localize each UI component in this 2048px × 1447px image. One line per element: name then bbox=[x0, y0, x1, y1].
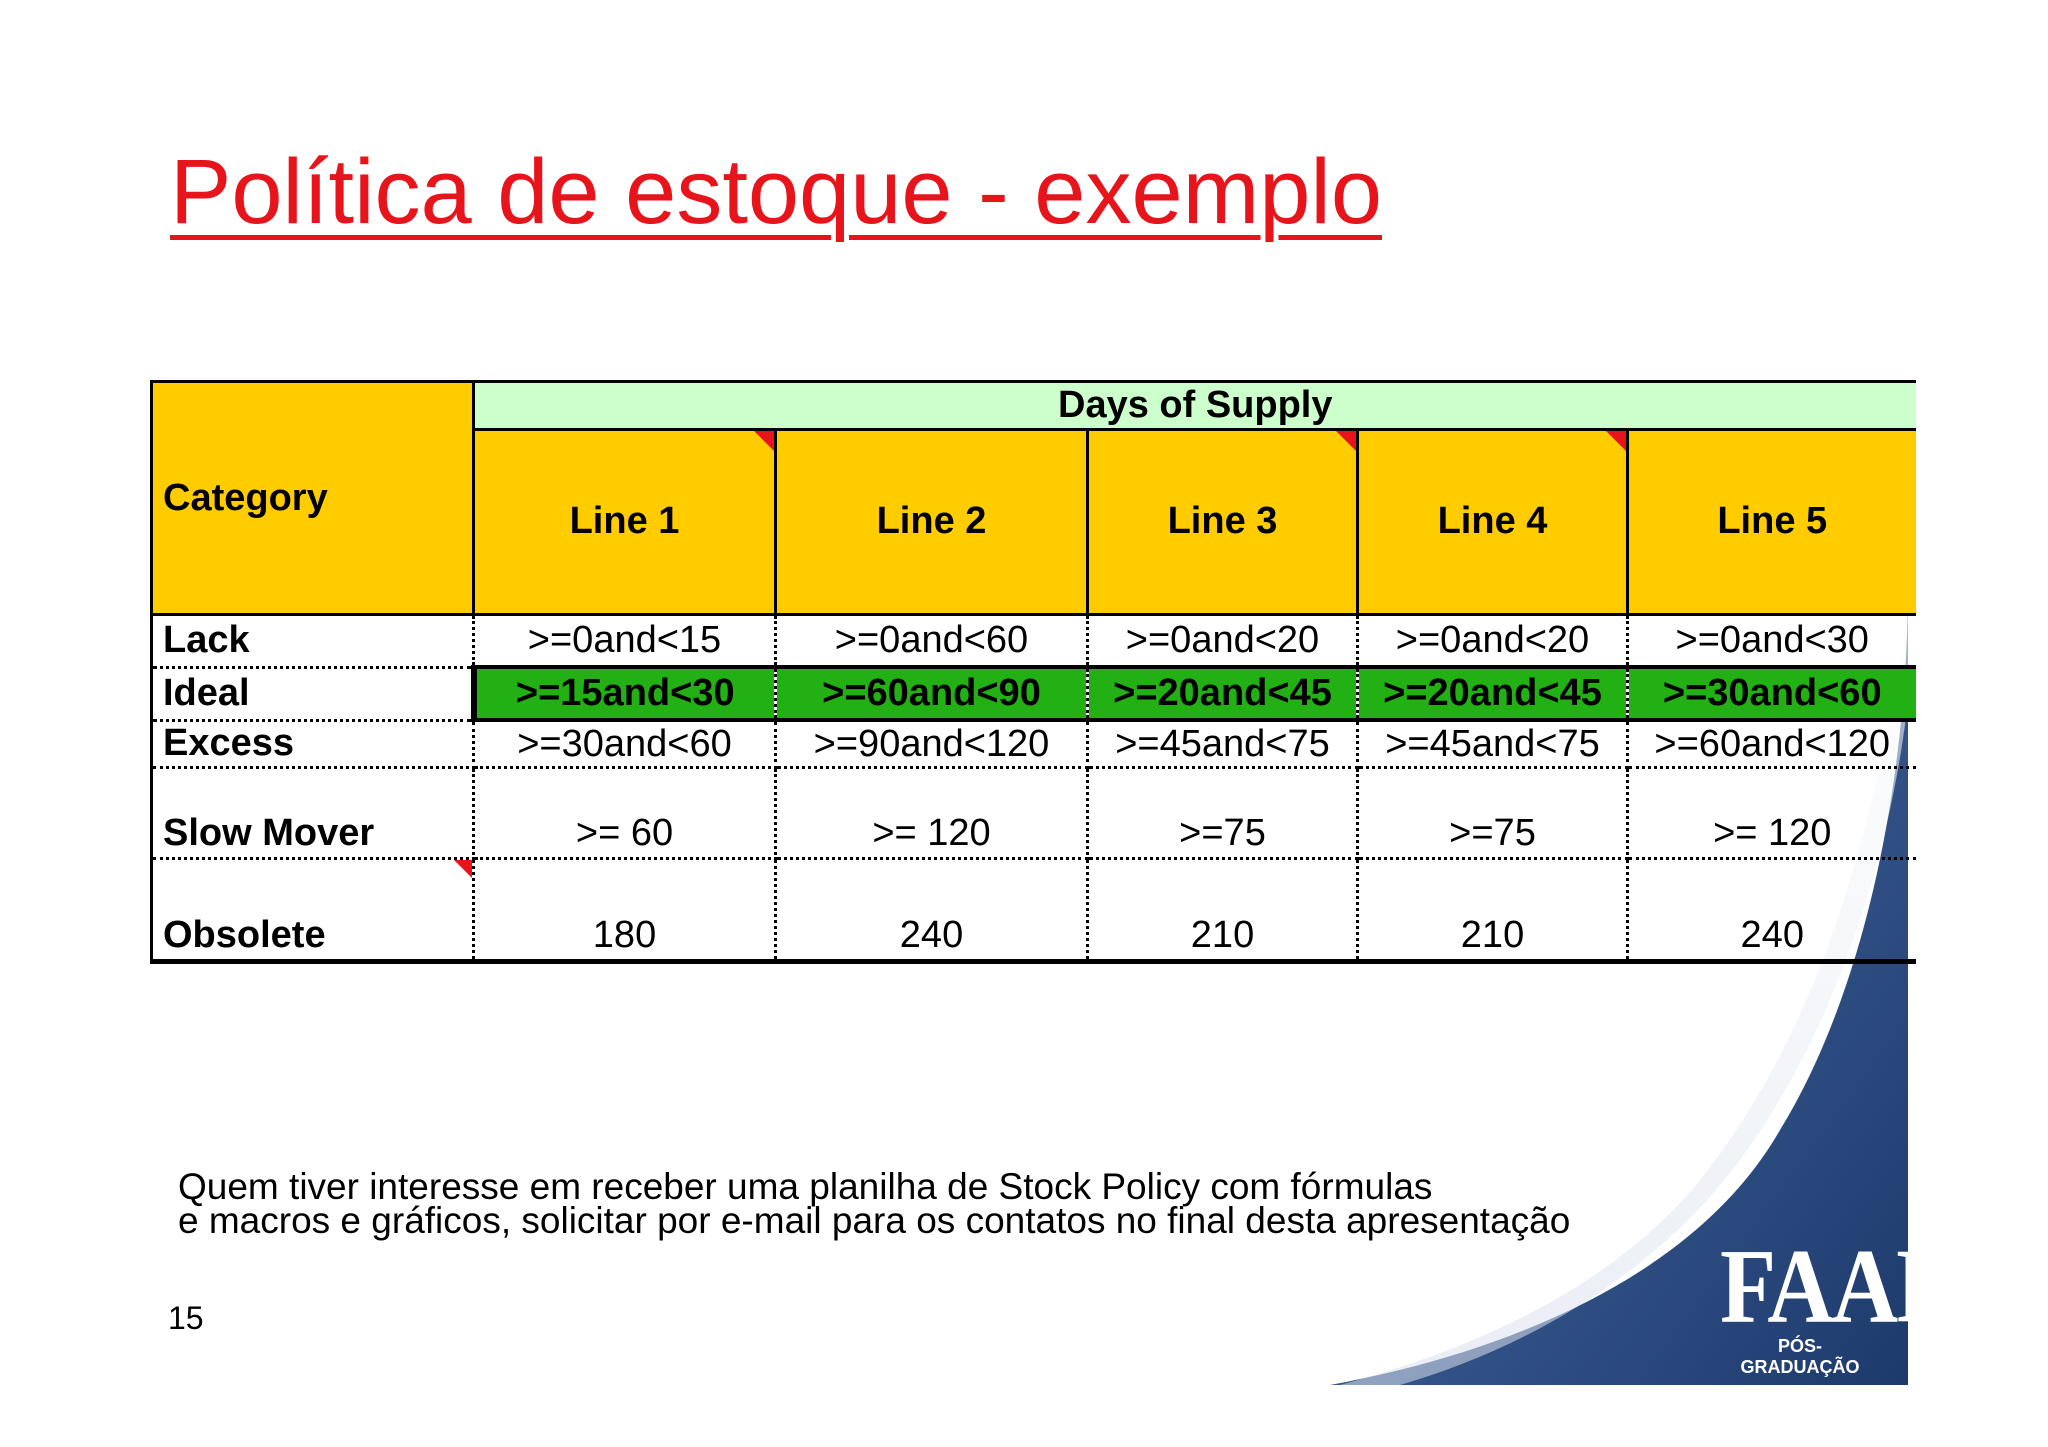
table-cell: >= 60 bbox=[473, 767, 777, 860]
faap-logo: FAAP PÓS-GRADUAÇÃO bbox=[1720, 1233, 1952, 1378]
table-cell: >= 120 bbox=[775, 767, 1089, 860]
table-cell: >=45and<75 bbox=[1087, 720, 1359, 769]
comment-marker-icon bbox=[454, 860, 471, 880]
footnote: Quem tiver interesse em receber uma plan… bbox=[178, 1166, 1571, 1241]
table-cell: 210 bbox=[1357, 858, 1629, 964]
table-cell: 180 bbox=[473, 858, 777, 964]
table-cell: 240 bbox=[1627, 858, 1916, 964]
table-row: Slow Mover >= 60 >= 120 >=75 >=75 >= 120 bbox=[150, 767, 1916, 860]
table-cell: >=45and<75 bbox=[1357, 720, 1629, 769]
table-cell: 240 bbox=[775, 858, 1089, 964]
row-label: Ideal bbox=[150, 667, 475, 722]
table-cell: >=60and<90 bbox=[775, 665, 1089, 722]
table-lines-row: Line 1 Line 2 Line 3 Line 4 Line 5 bbox=[152, 429, 1916, 617]
table-cell: >=0and<30 bbox=[1627, 614, 1916, 669]
table-row: Ideal >=15and<30 >=60and<90 >=20and<45 >… bbox=[150, 665, 1916, 722]
row-label: Obsolete bbox=[150, 858, 475, 964]
table-cell: >=20and<45 bbox=[1357, 665, 1629, 722]
table-header-row: Category Days of Supply bbox=[150, 380, 1916, 616]
comment-marker-icon bbox=[1336, 430, 1356, 451]
table-cell: >=20and<45 bbox=[1087, 665, 1359, 722]
table-cell: >=30and<60 bbox=[473, 720, 777, 769]
row-label: Excess bbox=[150, 720, 475, 769]
table-row: Lack >=0and<15 >=0and<60 >=0and<20 >=0an… bbox=[150, 614, 1916, 669]
row-label: Lack bbox=[150, 614, 475, 669]
table-row: Excess >=30and<60 >=90and<120 >=45and<75… bbox=[150, 720, 1916, 769]
days-of-supply-header: Days of Supply bbox=[473, 380, 1916, 431]
footnote-line: Quem tiver interesse em receber uma plan… bbox=[178, 1166, 1433, 1207]
table-cell: >=15and<30 bbox=[470, 665, 777, 722]
logo-subtext: PÓS-GRADUAÇÃO bbox=[1740, 1336, 1860, 1377]
table-cell: >=0and<20 bbox=[1087, 614, 1359, 669]
table-cell: >=75 bbox=[1087, 767, 1359, 860]
line-header: Line 2 bbox=[774, 429, 1088, 617]
table-cell: >=0and<60 bbox=[775, 614, 1089, 669]
table-cell: >=0and<15 bbox=[473, 614, 777, 669]
line-header: Line 1 bbox=[472, 429, 776, 617]
comment-marker-icon bbox=[754, 430, 774, 451]
comment-marker-icon bbox=[1606, 430, 1626, 451]
logo-text: FAAP bbox=[1720, 1227, 1952, 1345]
page-number: 15 bbox=[168, 1300, 204, 1336]
category-header: Category bbox=[150, 380, 475, 616]
table-cell: >=30and<60 bbox=[1627, 665, 1916, 722]
line-header: Line 4 bbox=[1356, 429, 1628, 617]
table-cell: >=90and<120 bbox=[775, 720, 1089, 769]
slide-title: Política de estoque - exemplo bbox=[170, 141, 1383, 243]
table-row: Obsolete 180 240 210 210 240 bbox=[150, 858, 1916, 964]
footnote-line: e macros e gráficos, solicitar por e-mai… bbox=[178, 1200, 1571, 1241]
table-cell: >=60and<120 bbox=[1627, 720, 1916, 769]
table-cell: >=75 bbox=[1357, 767, 1629, 860]
line-header: Line 5 bbox=[1626, 429, 1916, 617]
stock-policy-table: Category Days of Supply Line 1 Line 2 Li… bbox=[150, 380, 1916, 964]
table-cell: >= 120 bbox=[1627, 767, 1916, 860]
row-label: Slow Mover bbox=[150, 767, 475, 860]
table-cell: >=0and<20 bbox=[1357, 614, 1629, 669]
table-cell: 210 bbox=[1087, 858, 1359, 964]
line-header: Line 3 bbox=[1086, 429, 1358, 617]
